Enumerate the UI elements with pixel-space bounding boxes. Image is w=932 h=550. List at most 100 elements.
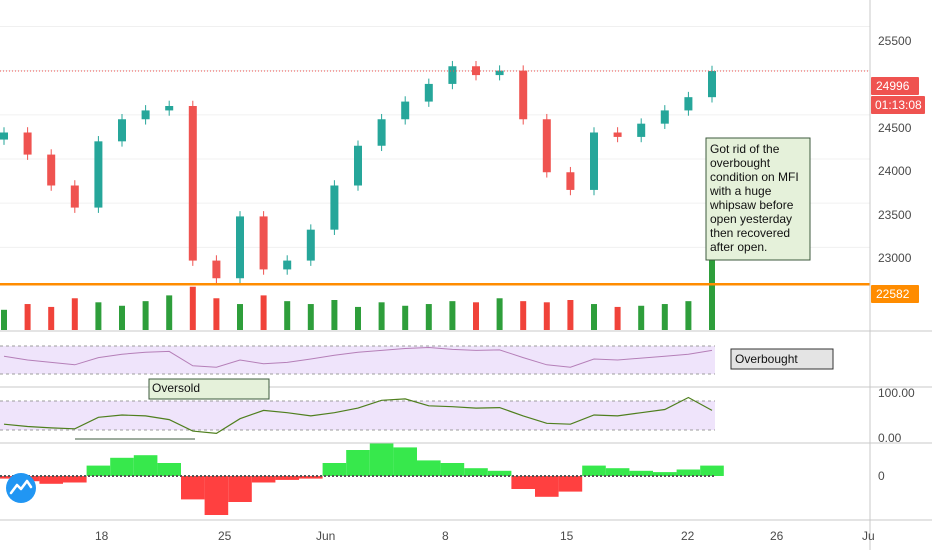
candles — [0, 60, 716, 284]
time-tick: 26 — [770, 529, 784, 543]
oscillator-bar — [440, 463, 465, 476]
volume-bar — [685, 301, 692, 330]
candle-body — [377, 119, 386, 146]
volume-bar — [496, 298, 503, 330]
candle-body — [188, 106, 197, 261]
candle-body — [259, 216, 268, 270]
countdown-tag: 01:13:08 — [871, 96, 925, 114]
note-line: open yesterday — [710, 212, 792, 226]
volume-bar — [425, 304, 432, 330]
candle-body — [236, 216, 244, 279]
volume-bar — [71, 298, 78, 330]
oscillator-pane[interactable] — [0, 443, 724, 516]
volume-bar — [402, 305, 409, 330]
candle-body — [212, 260, 221, 279]
oversold-label[interactable]: Oversold — [148, 378, 270, 400]
mfi-pane[interactable]: Oversold — [0, 378, 715, 440]
volume-bar — [48, 306, 55, 330]
support-price-tag: 22582 — [871, 285, 919, 303]
candle-body — [141, 110, 150, 120]
time-tick: Jun — [316, 529, 335, 543]
oscillator-bar — [487, 470, 512, 476]
volume-bar — [237, 304, 243, 330]
volume-bar — [142, 301, 149, 330]
mfi-line — [3, 396, 713, 435]
volume-bar — [331, 300, 338, 330]
volume-bar — [260, 295, 267, 330]
oscillator-bar — [511, 476, 535, 489]
price-axis[interactable]: 25500 25000 24500 24000 23500 23000 2499… — [871, 34, 925, 483]
candle-body — [23, 132, 32, 155]
mfi-tick: 0.00 — [878, 431, 902, 445]
volume-bar — [1, 309, 7, 330]
oscillator-tick: 0 — [878, 469, 885, 483]
price-tick: 23000 — [878, 251, 912, 265]
tradingview-logo-icon[interactable] — [6, 473, 36, 503]
oscillator-bar — [251, 476, 276, 483]
candle-body — [118, 119, 126, 142]
volume-bar — [95, 302, 102, 330]
oscillator-bar — [39, 476, 63, 484]
oscillator-bar — [535, 476, 559, 497]
volume-bar — [284, 301, 291, 330]
candle-body — [330, 185, 339, 230]
candle-body — [637, 123, 646, 137]
note-box[interactable]: Got rid of the overbought condition on M… — [705, 137, 811, 261]
price-tick: 25500 — [878, 34, 912, 48]
time-axis[interactable]: 18 25 Jun 8 15 22 26 Ju — [95, 529, 875, 543]
volume-bar — [638, 305, 645, 330]
volume-bar — [213, 298, 220, 330]
oscillator-bar — [181, 476, 205, 500]
oscillator-bar — [393, 447, 417, 476]
volume-bars — [1, 255, 715, 330]
note-line: overbought — [710, 156, 771, 170]
price-pane[interactable]: Got rid of the overbought condition on M… — [0, 60, 870, 330]
rsi-pane[interactable]: Overbought — [0, 345, 834, 375]
oscillator-bar — [629, 470, 653, 476]
oscillator-bar — [676, 469, 701, 476]
volume-bar — [307, 304, 314, 330]
note-line: with a huge — [709, 184, 772, 198]
oscillator-bars — [0, 443, 724, 515]
candle-body — [542, 119, 551, 173]
price-tick: 24500 — [878, 121, 912, 135]
oscillator-bar — [63, 476, 87, 483]
oscillator-bar — [558, 476, 583, 492]
candle-body — [0, 132, 8, 140]
note-line: after open. — [710, 240, 767, 254]
candle-body — [306, 229, 315, 261]
time-tick: 25 — [218, 529, 232, 543]
volume-bar — [378, 302, 385, 330]
mfi-tick: 100.00 — [878, 386, 915, 400]
oscillator-bar — [346, 450, 370, 476]
overbought-label[interactable]: Overbought — [730, 348, 834, 370]
rsi-line — [3, 346, 713, 368]
oscillator-bar — [0, 476, 16, 479]
oscillator-bar — [228, 476, 252, 502]
oscillator-bar — [157, 463, 181, 476]
note-line: condition on MFI — [710, 170, 799, 184]
candle-body — [283, 260, 292, 270]
oscillator-bar — [204, 476, 229, 515]
volume-bar — [119, 305, 125, 330]
last-price-tag: 24996 — [871, 77, 919, 95]
oscillator-bar — [369, 443, 394, 476]
overbought-text: Overbought — [735, 352, 798, 366]
volume-bar — [520, 301, 527, 330]
candle-body — [354, 145, 362, 186]
note-line: Got rid of the — [710, 142, 780, 156]
oscillator-bar — [417, 460, 441, 476]
price-tick: 24000 — [878, 164, 912, 178]
note-line: whipsaw before — [709, 198, 794, 212]
candle-body — [495, 70, 504, 76]
oscillator-bar — [582, 465, 606, 476]
countdown-value: 01:13:08 — [875, 98, 922, 112]
candle-body — [566, 172, 575, 190]
time-tick: 22 — [681, 529, 695, 543]
rsi-band — [0, 346, 715, 374]
oscillator-bar — [133, 455, 158, 476]
candle-body — [590, 132, 598, 190]
candle-body — [660, 110, 669, 124]
volume-bar — [355, 306, 361, 330]
